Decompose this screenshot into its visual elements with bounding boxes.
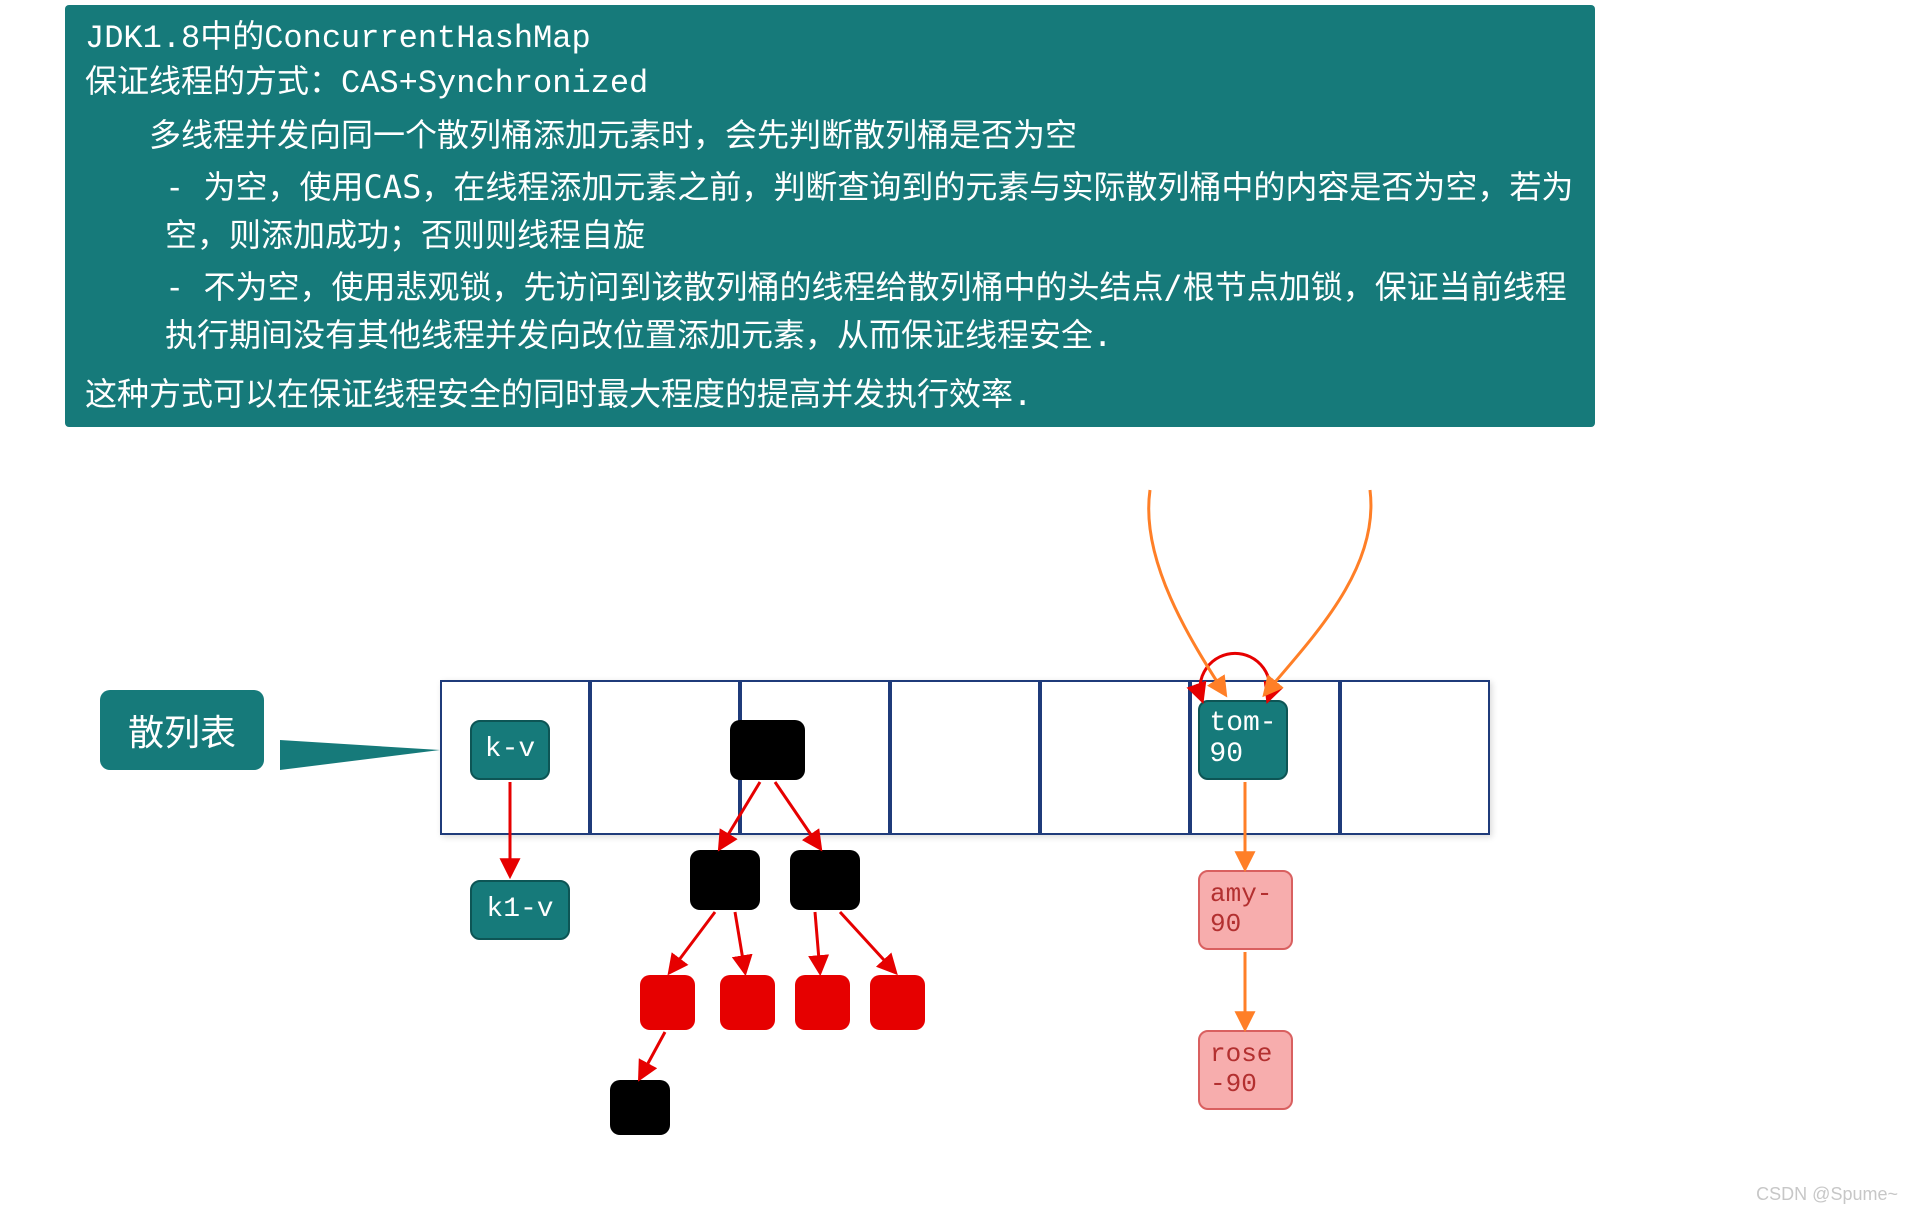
node-red_ll: [640, 975, 695, 1030]
node-blk_bot: [610, 1080, 670, 1135]
hash-table-array: [440, 680, 1490, 835]
node-amy90: amy- 90: [1198, 870, 1293, 950]
node-blk_r: [790, 850, 860, 910]
header-title: JDK1.8中的ConcurrentHashMap: [85, 17, 1575, 62]
hash-table-label: 散列表: [100, 690, 264, 770]
hash-cell: [890, 680, 1040, 835]
node-red_lr: [720, 975, 775, 1030]
hash-cell: [590, 680, 740, 835]
node-tom90: tom- 90: [1198, 700, 1288, 780]
header-body-3: - 不为空，使用悲观锁，先访问到该散列桶的线程给散列桶中的头结点/根节点加锁，保…: [85, 263, 1575, 359]
hash-cell: [1340, 680, 1490, 835]
node-rose90: rose -90: [1198, 1030, 1293, 1110]
node-red_rr: [870, 975, 925, 1030]
node-kv: k-v: [470, 720, 550, 780]
header-subtitle: 保证线程的方式：CAS+Synchronized: [85, 62, 1575, 107]
node-blk_root: [730, 720, 805, 780]
header-box: JDK1.8中的ConcurrentHashMap 保证线程的方式：CAS+Sy…: [65, 5, 1595, 427]
node-k1v: k1-v: [470, 880, 570, 940]
header-body-1: 多线程并发向同一个散列桶添加元素时，会先判断散列桶是否为空: [85, 111, 1575, 159]
hash-cell: [1040, 680, 1190, 835]
watermark: CSDN @Spume~: [1756, 1184, 1898, 1205]
header-footer: 这种方式可以在保证线程安全的同时最大程度的提高并发执行效率.: [85, 369, 1575, 415]
header-body-2: - 为空，使用CAS，在线程添加元素之前，判断查询到的元素与实际散列桶中的内容是…: [85, 163, 1575, 259]
node-red_rl: [795, 975, 850, 1030]
node-blk_l: [690, 850, 760, 910]
